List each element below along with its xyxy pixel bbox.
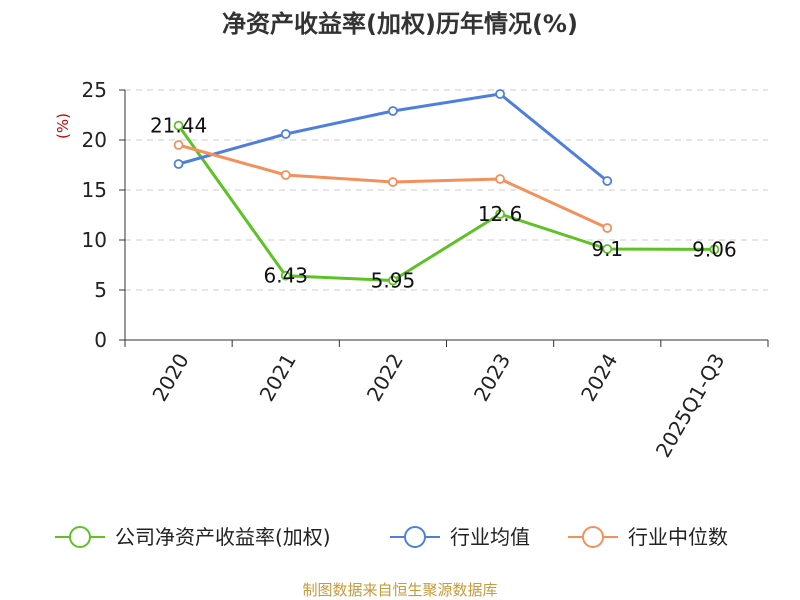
data-point-industry_avg bbox=[602, 176, 613, 186]
x-tick-label: 2023 bbox=[469, 349, 515, 405]
data-point-industry_avg bbox=[173, 159, 184, 169]
data-point-company bbox=[602, 244, 613, 254]
data-point-industry_avg bbox=[495, 89, 505, 99]
data-point-industry_median bbox=[280, 170, 291, 180]
source-note: 制图数据来自恒生聚源数据库 bbox=[302, 581, 497, 599]
data-point-industry_median bbox=[495, 174, 505, 184]
y-tick-label: 0 bbox=[94, 328, 107, 352]
x-tick-label: 2020 bbox=[147, 349, 193, 405]
gridlines bbox=[125, 89, 768, 291]
legend-marker bbox=[404, 526, 426, 548]
y-tick-label: 15 bbox=[82, 178, 107, 202]
legend-marker bbox=[69, 526, 91, 548]
data-label: 9.1 bbox=[591, 237, 623, 261]
data-point-company bbox=[495, 209, 505, 219]
legend-item-industry_median[interactable]: 行业中位数 bbox=[568, 525, 728, 549]
data-label: 9.06 bbox=[692, 237, 737, 261]
legend[interactable]: 公司净资产收益率(加权) 行业均值 行业中位数 bbox=[55, 525, 728, 549]
y-axis-label: (%) bbox=[54, 113, 72, 139]
y-tick-label: 25 bbox=[82, 78, 107, 102]
data-point-industry_median bbox=[173, 140, 184, 150]
series-line-company bbox=[177, 124, 715, 282]
data-point-industry_median bbox=[388, 177, 398, 187]
data-point-company bbox=[709, 244, 720, 255]
data-point-company bbox=[280, 270, 291, 281]
y-tick-label: 20 bbox=[82, 128, 107, 152]
data-label: 6.43 bbox=[263, 264, 308, 288]
legend-marker bbox=[582, 526, 604, 548]
series-lines bbox=[173, 89, 720, 286]
data-point-industry_median bbox=[602, 223, 613, 233]
legend-item-company[interactable]: 公司净资产收益率(加权) bbox=[55, 525, 331, 549]
chart-title: 净资产收益率(加权)历年情况(%) bbox=[222, 10, 578, 38]
legend-label: 行业中位数 bbox=[628, 525, 728, 549]
data-label: 21.44 bbox=[150, 114, 207, 138]
data-label: 12.6 bbox=[478, 202, 523, 226]
legend-label: 公司净资产收益率(加权) bbox=[115, 525, 331, 549]
legend-label: 行业均值 bbox=[450, 525, 530, 549]
data-point-industry_avg bbox=[280, 129, 291, 139]
data-point-company bbox=[388, 275, 398, 286]
y-tick-label: 10 bbox=[82, 228, 107, 252]
x-tick-label: 2021 bbox=[255, 349, 301, 405]
data-label: 5.95 bbox=[371, 269, 416, 293]
x-tick-label: 2024 bbox=[576, 349, 622, 405]
data-point-industry_avg bbox=[388, 106, 398, 116]
data-labels: 21.44 6.43 5.95 12.6 9.1 9.06 bbox=[150, 114, 737, 293]
data-point-company bbox=[173, 120, 184, 131]
legend-item-industry_avg[interactable]: 行业均值 bbox=[390, 525, 530, 549]
y-tick-label: 5 bbox=[94, 278, 107, 302]
x-tick-label: 2025Q1-Q3 bbox=[651, 349, 730, 461]
x-tick-label: 2022 bbox=[362, 349, 408, 405]
